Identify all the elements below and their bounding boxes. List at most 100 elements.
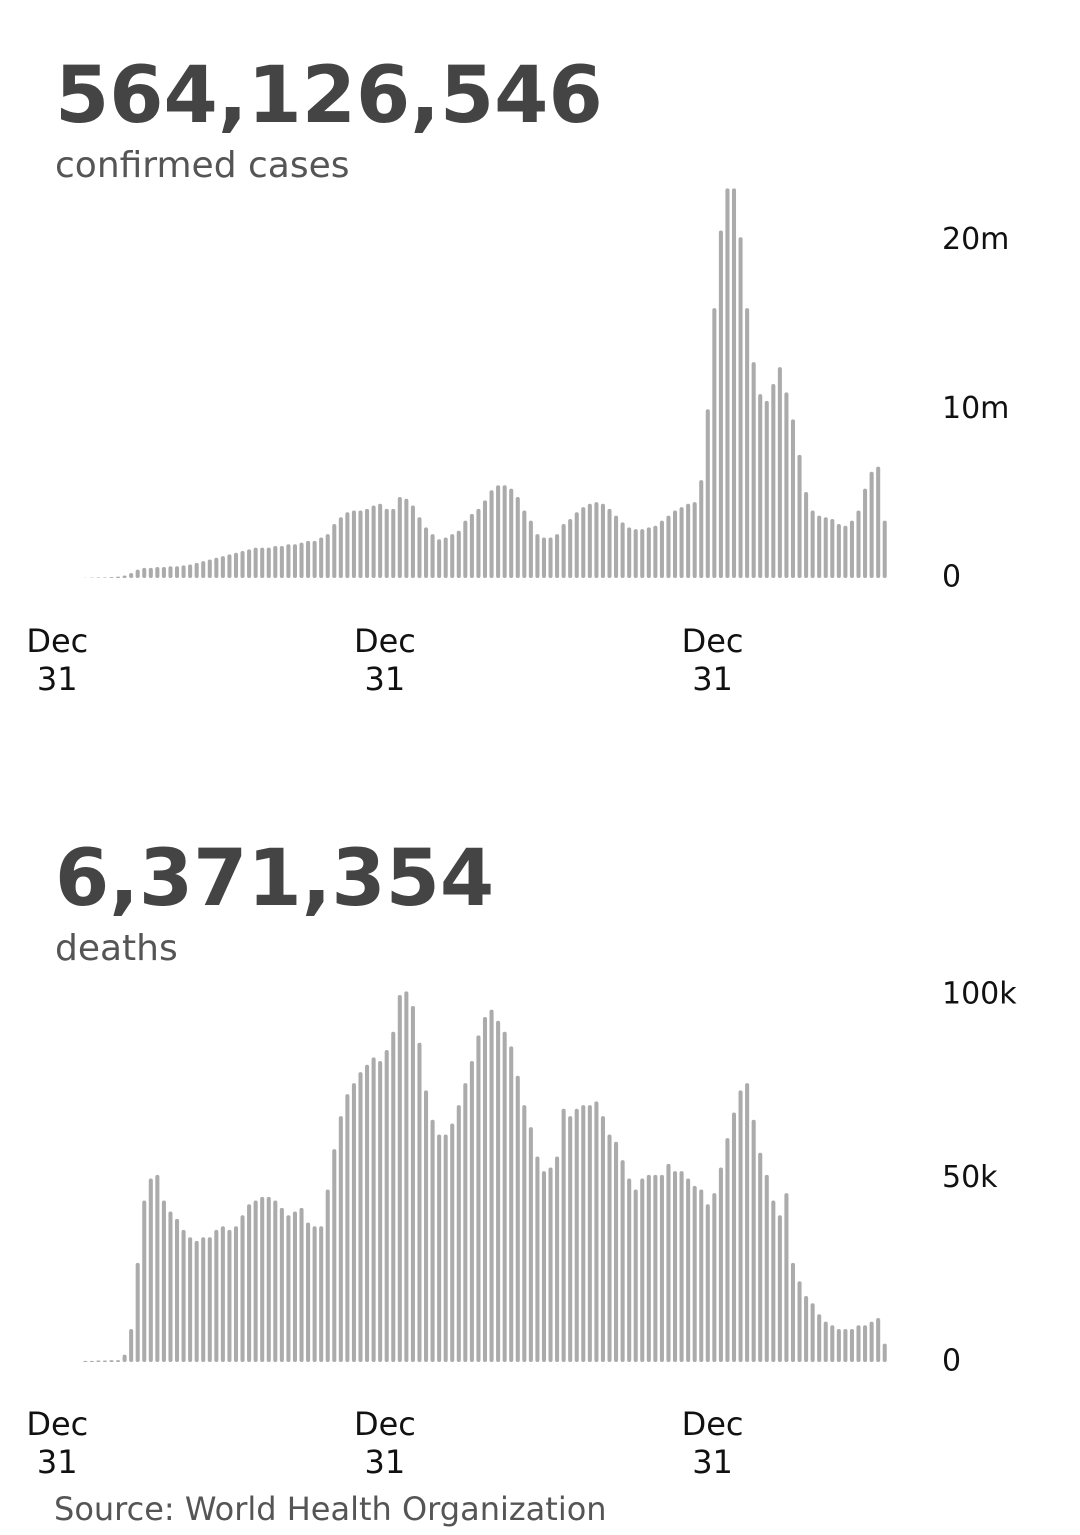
bar bbox=[561, 1108, 566, 1362]
bar bbox=[456, 1105, 461, 1362]
bar bbox=[148, 1178, 153, 1362]
bar bbox=[836, 1328, 841, 1362]
bar bbox=[312, 1226, 317, 1362]
bar bbox=[266, 1196, 271, 1362]
bar bbox=[653, 1174, 658, 1362]
bar bbox=[181, 565, 186, 578]
bar bbox=[764, 400, 769, 578]
bar bbox=[260, 1196, 265, 1362]
bar bbox=[96, 1360, 101, 1362]
bar bbox=[482, 500, 488, 578]
bar bbox=[876, 1317, 881, 1362]
bar bbox=[777, 367, 782, 578]
bar bbox=[306, 540, 311, 578]
bar bbox=[666, 515, 671, 578]
bar bbox=[489, 490, 494, 578]
bar bbox=[404, 991, 409, 1362]
bar bbox=[292, 1211, 297, 1362]
bar bbox=[535, 534, 540, 578]
bar bbox=[161, 567, 166, 578]
x-tick-label-line: Dec bbox=[354, 622, 416, 660]
x-tick-label: Dec 31 bbox=[682, 622, 744, 698]
bar bbox=[882, 520, 887, 578]
bar bbox=[201, 1237, 206, 1362]
bar bbox=[817, 515, 822, 578]
bar bbox=[581, 507, 586, 578]
x-tick-label-line: 31 bbox=[365, 660, 406, 698]
bar bbox=[496, 1020, 501, 1362]
x-tick-label: Dec 31 bbox=[26, 1405, 88, 1481]
bar bbox=[751, 362, 756, 578]
bar bbox=[227, 1229, 232, 1362]
bar bbox=[758, 1152, 763, 1362]
bar bbox=[279, 545, 284, 578]
bar bbox=[292, 544, 297, 578]
bar bbox=[646, 1174, 651, 1362]
bar bbox=[607, 1134, 612, 1362]
bar bbox=[515, 497, 520, 578]
bar bbox=[174, 566, 180, 578]
bar bbox=[181, 1229, 186, 1362]
bar bbox=[240, 1215, 245, 1362]
bar bbox=[233, 1226, 239, 1362]
bar bbox=[804, 1295, 809, 1362]
bar bbox=[712, 1193, 717, 1362]
bar bbox=[325, 534, 330, 578]
bar bbox=[109, 1360, 114, 1362]
bar bbox=[417, 1042, 422, 1362]
bar bbox=[450, 1123, 455, 1362]
bar bbox=[116, 1360, 121, 1362]
bar bbox=[751, 1119, 756, 1362]
bar bbox=[378, 1061, 383, 1362]
bar bbox=[673, 1171, 678, 1362]
bar bbox=[699, 480, 704, 578]
bar bbox=[777, 1215, 782, 1362]
bar bbox=[469, 513, 474, 578]
bar bbox=[404, 498, 409, 578]
bar bbox=[509, 488, 514, 578]
bar bbox=[443, 1134, 448, 1362]
x-tick-label-line: 31 bbox=[365, 1443, 406, 1481]
bar bbox=[450, 534, 455, 578]
bar bbox=[810, 1303, 815, 1362]
bar bbox=[253, 1200, 258, 1362]
bar bbox=[122, 1354, 127, 1362]
bar bbox=[522, 510, 527, 578]
bar bbox=[535, 1156, 540, 1362]
bar bbox=[194, 562, 199, 578]
bar bbox=[214, 557, 219, 578]
bar bbox=[456, 530, 461, 578]
bar bbox=[155, 567, 160, 578]
bar bbox=[718, 1167, 723, 1362]
bar bbox=[869, 471, 874, 578]
bar bbox=[528, 520, 533, 578]
bar bbox=[646, 527, 651, 578]
bar bbox=[207, 1237, 212, 1362]
bar bbox=[214, 1229, 219, 1362]
bar bbox=[351, 1083, 356, 1362]
bar bbox=[417, 517, 422, 578]
bar bbox=[188, 1237, 193, 1362]
bar bbox=[627, 1178, 632, 1362]
bar bbox=[391, 1031, 396, 1362]
bar bbox=[306, 1222, 311, 1362]
bar bbox=[201, 561, 206, 578]
y-tick-label: 20m bbox=[942, 222, 1009, 257]
bar bbox=[102, 1360, 107, 1362]
bar bbox=[692, 1185, 697, 1362]
bar bbox=[614, 515, 619, 578]
bar bbox=[247, 549, 252, 578]
bar bbox=[109, 577, 114, 578]
bar bbox=[482, 1017, 488, 1362]
bar bbox=[135, 569, 140, 578]
bar bbox=[541, 537, 547, 578]
x-tick-label-line: 31 bbox=[37, 1443, 78, 1481]
bar bbox=[89, 1360, 94, 1362]
bar bbox=[299, 542, 304, 578]
bar bbox=[600, 503, 605, 578]
bar bbox=[843, 1328, 848, 1362]
bar bbox=[731, 1112, 737, 1362]
bar bbox=[469, 1061, 474, 1362]
y-tick-label: 100k bbox=[942, 977, 1017, 1012]
bar bbox=[574, 1108, 579, 1362]
